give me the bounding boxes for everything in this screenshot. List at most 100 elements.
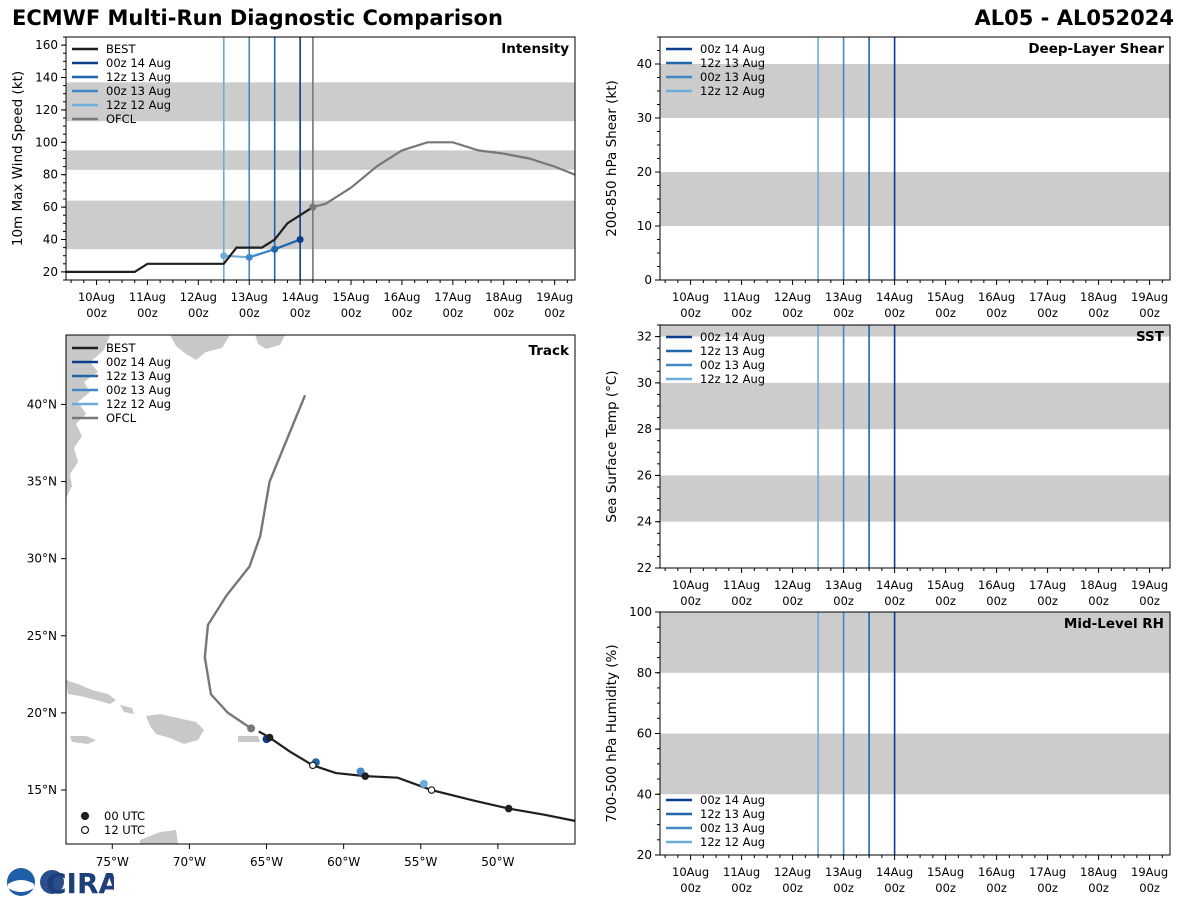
- x-tick-label: 55°W: [404, 855, 437, 869]
- x-tick-label: 16Aug: [383, 290, 420, 304]
- y-tick-label: 80: [637, 666, 652, 680]
- best-track-point: [427, 786, 436, 794]
- sst-band: [660, 475, 1170, 522]
- chart-title: ECMWF Multi-Run Diagnostic Comparison: [12, 6, 503, 30]
- y-tick-label: 25°N: [27, 629, 57, 643]
- y-tick-label: 20: [637, 848, 652, 862]
- x-tick-label: 65°W: [250, 855, 283, 869]
- run-track-point: [419, 779, 428, 788]
- x-tick-label: 10Aug: [672, 865, 709, 879]
- x-tick-label: 12Aug: [774, 865, 811, 879]
- x-tick-label: 11Aug: [723, 290, 760, 304]
- y-tick-label: 20: [637, 165, 652, 179]
- series-best: [66, 206, 314, 273]
- shear-band: [660, 172, 1170, 226]
- shear-panel-title: Deep-Layer Shear: [1028, 41, 1164, 57]
- x-tick-label: 00z: [680, 306, 701, 320]
- x-tick-label: 15Aug: [927, 865, 964, 879]
- x-tick-label: 00z: [1139, 306, 1160, 320]
- x-tick-label: 10Aug: [78, 290, 115, 304]
- y-tick-label: 60: [43, 200, 58, 214]
- track-panel-title: Track: [529, 343, 570, 359]
- shear-panel: 0 10 20 30 40 10Aug 00z 11Aug 00z 12Aug 00z 13Aug 00…: [604, 36, 1171, 320]
- x-tick-label: 00z: [544, 306, 565, 320]
- legend-label: BEST: [106, 341, 136, 355]
- rh-panel-title: Mid-Level RH: [1064, 616, 1164, 632]
- x-tick-label: 15Aug: [332, 290, 369, 304]
- intensity-panel: 20 40 60 80 100 120 140 160 10Aug 00z 11Aug 00z 12Au…: [10, 36, 576, 320]
- y-tick-label: 15°N: [27, 783, 57, 797]
- x-tick-label: 00z: [731, 306, 752, 320]
- rh-band: [660, 612, 1170, 673]
- intensity-marker: [271, 245, 279, 253]
- intensity-band: [66, 82, 575, 122]
- x-tick-label: 15Aug: [927, 578, 964, 592]
- x-tick-label: 00z: [833, 594, 854, 608]
- intensity-marker: [309, 203, 317, 211]
- x-tick-label: 00z: [1088, 594, 1109, 608]
- x-tick-label: 00z: [290, 306, 311, 320]
- series-ofcl: [312, 141, 576, 209]
- land-jamaica: [70, 736, 96, 744]
- land-northeast-us: [66, 335, 110, 498]
- x-tick-label: 18Aug: [1080, 290, 1117, 304]
- marker-legend-label: 00 UTC: [104, 809, 145, 823]
- sst-panel: 22 24 26 28 30 32 10Aug 00z 11Aug 00z 12Aug 00z 13Au…: [604, 324, 1171, 608]
- land-newfoundland: [255, 335, 285, 349]
- x-tick-label: 00z: [884, 306, 905, 320]
- x-tick-label: 13Aug: [825, 290, 862, 304]
- x-tick-label: 00z: [1037, 881, 1058, 895]
- land-puerto-rico: [238, 736, 260, 742]
- x-tick-label: 00z: [341, 306, 362, 320]
- noaa-cira-logo: CIRA: [4, 866, 121, 900]
- legend-label: 00z 14 Aug: [700, 330, 765, 344]
- y-tick-label: 28: [637, 422, 652, 436]
- legend-label: 12z 13 Aug: [700, 807, 765, 821]
- land-hispaniola: [146, 714, 204, 744]
- x-tick-label: 00z: [239, 306, 260, 320]
- x-tick-label: 17Aug: [1029, 865, 1066, 879]
- x-tick-label: 19Aug: [1131, 865, 1168, 879]
- y-tick-label: 160: [35, 38, 58, 52]
- x-tick-label: 19Aug: [1131, 290, 1168, 304]
- best-track-point: [504, 804, 513, 813]
- y-tick-label: 24: [637, 515, 652, 529]
- x-tick-label: 19Aug: [536, 290, 573, 304]
- intensity-band: [66, 150, 575, 170]
- legend-label: 12z 13 Aug: [106, 369, 171, 383]
- x-tick-label: 00z: [443, 306, 464, 320]
- x-tick-label: 11Aug: [129, 290, 166, 304]
- y-tick-label: 32: [637, 330, 652, 344]
- x-tick-label: 70°W: [173, 855, 206, 869]
- x-tick-label: 14Aug: [876, 578, 913, 592]
- x-tick-label: 00z: [1139, 881, 1160, 895]
- legend-label: 00z 13 Aug: [106, 84, 171, 98]
- marker-legend-symbol: [80, 825, 90, 835]
- x-tick-label: 00z: [884, 594, 905, 608]
- x-tick-label: 00z: [86, 306, 107, 320]
- x-tick-label: 00z: [986, 594, 1007, 608]
- y-tick-label: 26: [637, 468, 652, 482]
- marker-legend-symbol: [80, 811, 90, 821]
- y-tick-label: 22: [637, 561, 652, 575]
- x-tick-label: 50°W: [481, 855, 514, 869]
- x-tick-label: 00z: [986, 881, 1007, 895]
- x-tick-label: 00z: [1037, 306, 1058, 320]
- x-tick-label: 17Aug: [1029, 290, 1066, 304]
- x-tick-label: 12Aug: [774, 290, 811, 304]
- run-track-point: [247, 724, 256, 733]
- legend-label: 00z 13 Aug: [700, 358, 765, 372]
- x-tick-label: 18Aug: [1080, 578, 1117, 592]
- x-tick-label: 00z: [986, 306, 1007, 320]
- y-tick-label: 40: [43, 233, 58, 247]
- land-bahamas-cuba: [66, 680, 116, 704]
- legend-label: OFCL: [106, 411, 137, 425]
- sst-band: [660, 382, 1170, 430]
- intensity-band: [66, 200, 575, 250]
- land-bahamas-small: [120, 705, 134, 714]
- x-tick-label: 18Aug: [1080, 865, 1117, 879]
- sst-frame: [659, 324, 1171, 569]
- legend-label: 12z 12 Aug: [700, 835, 765, 849]
- legend-label: 12z 13 Aug: [700, 344, 765, 358]
- x-tick-label: 00z: [1088, 881, 1109, 895]
